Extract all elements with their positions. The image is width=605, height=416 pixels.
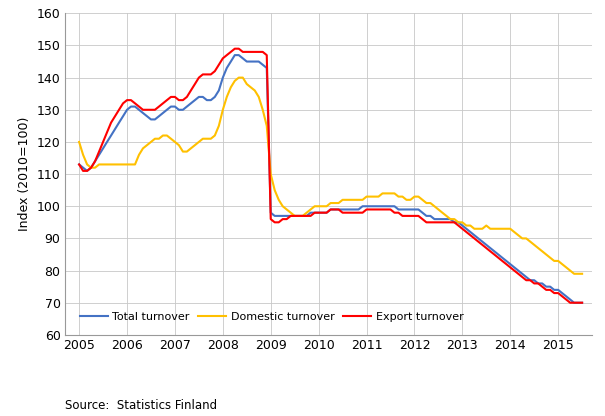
Export turnover (231, 46, 238, 51)
Domestic turnover (546, 255, 554, 260)
Total turnover (571, 300, 578, 305)
Line: Total turnover: Total turnover (79, 55, 582, 303)
Domestic turnover (99, 162, 106, 167)
Total turnover (379, 204, 386, 209)
Export turnover (503, 262, 510, 267)
Line: Domestic turnover: Domestic turnover (79, 78, 582, 274)
Total turnover (399, 207, 406, 212)
Legend: Total turnover, Domestic turnover, Export turnover: Total turnover, Domestic turnover, Expor… (76, 307, 468, 326)
Y-axis label: Index (2010=100): Index (2010=100) (18, 117, 31, 231)
Domestic turnover (578, 271, 586, 276)
Total turnover (503, 258, 510, 263)
Export turnover (99, 139, 106, 144)
Total turnover (99, 146, 106, 151)
Export turnover (76, 162, 83, 167)
Export turnover (578, 300, 586, 305)
Domestic turnover (399, 194, 406, 199)
Text: Source:  Statistics Finland: Source: Statistics Finland (65, 399, 217, 412)
Export turnover (546, 287, 554, 292)
Total turnover (76, 162, 83, 167)
Domestic turnover (371, 194, 378, 199)
Domestic turnover (235, 75, 243, 80)
Total turnover (546, 284, 554, 289)
Export turnover (399, 213, 406, 218)
Total turnover (231, 52, 238, 57)
Domestic turnover (503, 226, 510, 231)
Export turnover (566, 300, 574, 305)
Total turnover (371, 204, 378, 209)
Domestic turnover (571, 271, 578, 276)
Line: Export turnover: Export turnover (79, 49, 582, 303)
Domestic turnover (76, 139, 83, 144)
Export turnover (379, 207, 386, 212)
Export turnover (371, 207, 378, 212)
Domestic turnover (379, 191, 386, 196)
Total turnover (578, 300, 586, 305)
